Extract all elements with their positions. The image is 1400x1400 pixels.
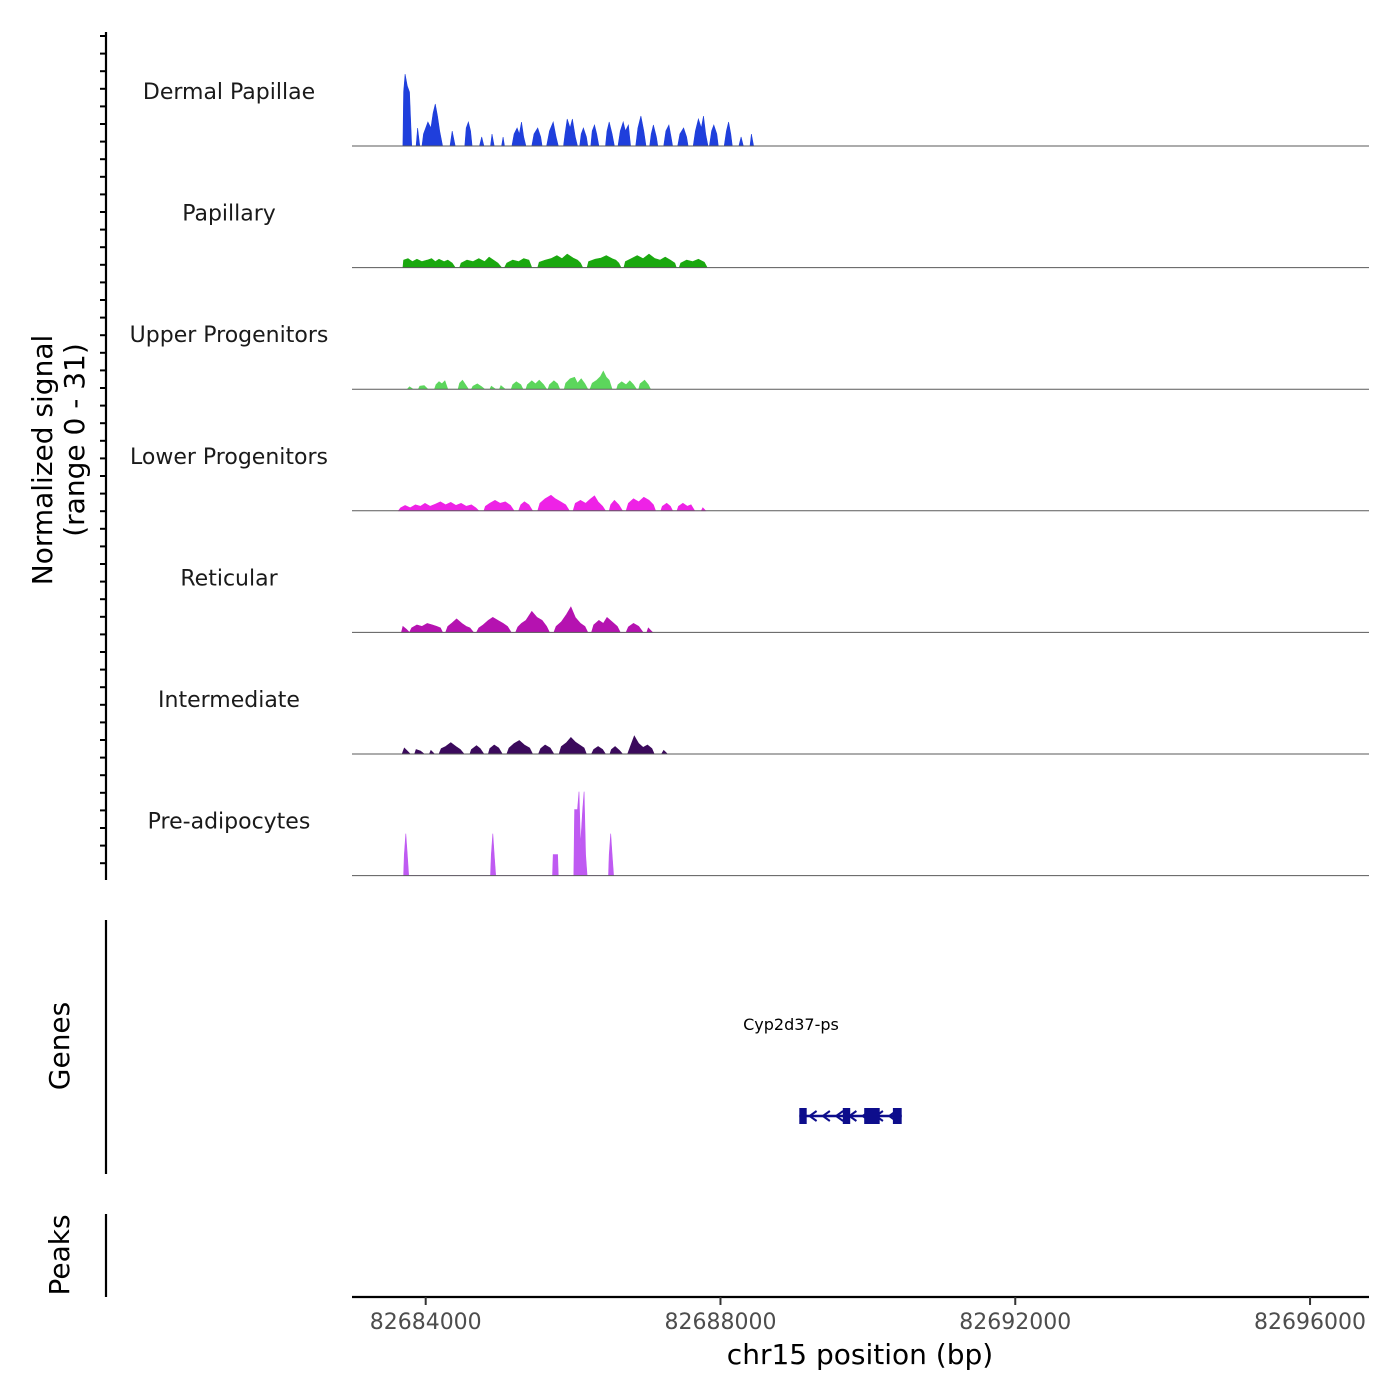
x-tick-label: 82692000 [959,1310,1071,1335]
x-axis-ticks: 82684000 82688000 82692000 82696000 [370,1297,1366,1335]
signal-area-pre-adipocytes [403,791,614,876]
signal-area-papillary [402,253,708,268]
x-tick-label: 82684000 [370,1310,482,1335]
signal-y-axis-ticks [100,35,106,865]
gene-strand-arrow [807,1110,818,1122]
genes-panel-label: Genes [43,1002,76,1090]
track-label-papillary: Papillary [182,202,276,227]
track-label-pre-adipocytes: Pre-adipocytes [148,810,311,835]
track-intermediate: Intermediate [158,688,1369,755]
signal-area-intermediate [401,735,669,755]
peaks-panel-label: Peaks [43,1214,76,1295]
track-papillary: Papillary [182,202,1369,269]
y-axis-range-label: (range 0 - 31) [58,343,91,537]
signal-area-dermal-papillae [402,73,754,147]
gene-strand-arrow [821,1110,831,1122]
gene-strand-arrow [834,1110,844,1122]
signal-area-upper-progenitors [406,370,651,390]
gene-track: Cyp2d37-ps [743,1015,902,1124]
gene-exon [842,1108,851,1124]
track-label-dermal-papillae: Dermal Papillae [143,80,315,105]
track-reticular: Reticular [180,566,1369,633]
track-dermal-papillae: Dermal Papillae [143,73,1369,147]
x-axis-title: chr15 position (bp) [727,1338,993,1371]
track-pre-adipocytes: Pre-adipocytes [148,791,1369,877]
track-label-reticular: Reticular [180,566,278,591]
signal-area-lower-progenitors [397,494,707,512]
track-upper-progenitors: Upper Progenitors [130,323,1369,390]
coverage-tracks: Dermal Papillae Papillary Upper Progenitor… [130,73,1369,877]
y-axis-title: Normalized signal (range 0 - 31) [26,335,91,586]
x-tick-label: 82696000 [1254,1310,1366,1335]
track-label-lower-progenitors: Lower Progenitors [130,445,328,470]
gene-exon [892,1108,902,1124]
signal-area-reticular [401,606,654,633]
gene-exon [799,1108,807,1124]
track-label-intermediate: Intermediate [158,688,300,713]
gene-label: Cyp2d37-ps [743,1015,839,1034]
track-lower-progenitors: Lower Progenitors [130,445,1369,512]
x-tick-label: 82688000 [664,1310,776,1335]
gene-exon [864,1108,880,1124]
y-axis-label: Normalized signal [26,335,59,586]
track-label-upper-progenitors: Upper Progenitors [130,323,329,348]
